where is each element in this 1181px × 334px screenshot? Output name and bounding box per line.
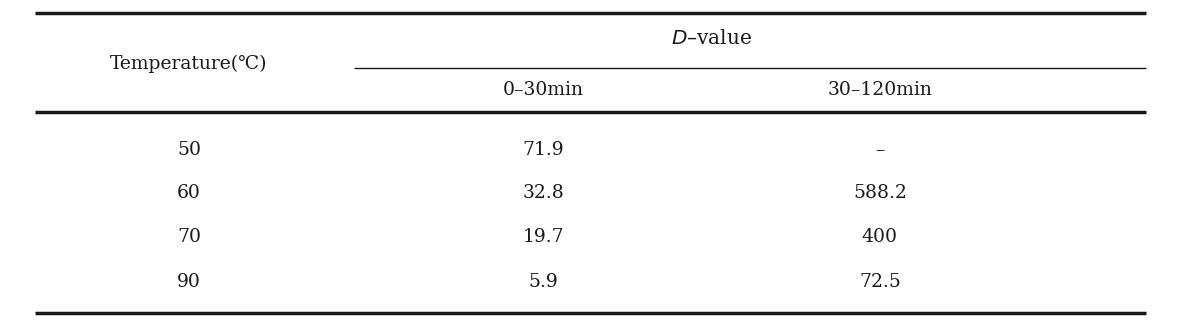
Text: 72.5: 72.5: [859, 273, 901, 291]
Text: 588.2: 588.2: [853, 184, 907, 202]
Text: 19.7: 19.7: [522, 228, 565, 246]
Text: Temperature(℃): Temperature(℃): [110, 55, 268, 73]
Text: $D$–value: $D$–value: [671, 28, 752, 47]
Text: 71.9: 71.9: [522, 141, 565, 159]
Text: 50: 50: [177, 141, 201, 159]
Text: 30–120min: 30–120min: [828, 81, 932, 99]
Text: 60: 60: [177, 184, 201, 202]
Text: 400: 400: [862, 228, 898, 246]
Text: 90: 90: [177, 273, 201, 291]
Text: –: –: [875, 141, 885, 159]
Text: 0–30min: 0–30min: [503, 81, 583, 99]
Text: 5.9: 5.9: [528, 273, 559, 291]
Text: 32.8: 32.8: [522, 184, 565, 202]
Text: 70: 70: [177, 228, 201, 246]
